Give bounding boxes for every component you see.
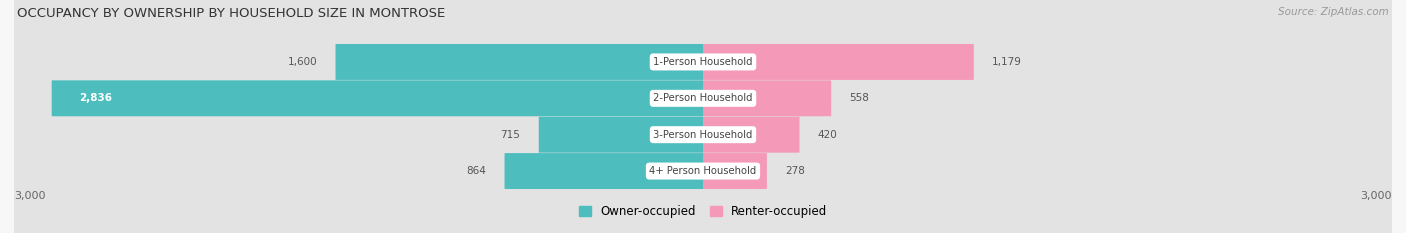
Text: 420: 420 [818,130,838,140]
Text: 864: 864 [467,166,486,176]
FancyBboxPatch shape [703,117,800,153]
Text: 1,179: 1,179 [993,57,1022,67]
FancyBboxPatch shape [14,0,1392,233]
Text: 2-Person Household: 2-Person Household [654,93,752,103]
Text: 715: 715 [501,130,520,140]
FancyBboxPatch shape [538,117,703,153]
FancyBboxPatch shape [14,0,1392,233]
Text: 558: 558 [849,93,869,103]
FancyBboxPatch shape [505,153,703,189]
FancyBboxPatch shape [52,80,703,116]
FancyBboxPatch shape [703,80,831,116]
Legend: Owner-occupied, Renter-occupied: Owner-occupied, Renter-occupied [579,205,827,218]
Text: 3-Person Household: 3-Person Household [654,130,752,140]
Text: 3,000: 3,000 [14,191,45,201]
Text: 1-Person Household: 1-Person Household [654,57,752,67]
FancyBboxPatch shape [703,153,766,189]
Text: 278: 278 [785,166,806,176]
Text: 3,000: 3,000 [1361,191,1392,201]
FancyBboxPatch shape [14,0,1392,233]
Text: 1,600: 1,600 [288,57,318,67]
FancyBboxPatch shape [14,0,1392,233]
Text: 4+ Person Household: 4+ Person Household [650,166,756,176]
Text: Source: ZipAtlas.com: Source: ZipAtlas.com [1278,7,1389,17]
Text: OCCUPANCY BY OWNERSHIP BY HOUSEHOLD SIZE IN MONTROSE: OCCUPANCY BY OWNERSHIP BY HOUSEHOLD SIZE… [17,7,446,20]
Text: 2,836: 2,836 [79,93,112,103]
FancyBboxPatch shape [703,44,974,80]
FancyBboxPatch shape [336,44,703,80]
